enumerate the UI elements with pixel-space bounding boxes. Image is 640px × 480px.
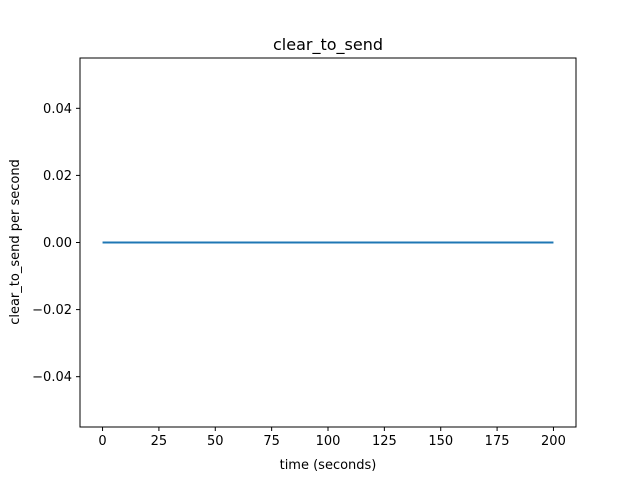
x-tick-label: 75 (263, 434, 280, 449)
x-tick-label: 0 (98, 434, 106, 449)
x-tick-label: 125 (372, 434, 397, 449)
x-axis-label: time (seconds) (280, 458, 377, 473)
y-tick-label: 0.00 (43, 236, 72, 251)
x-tick-label: 50 (207, 434, 224, 449)
x-tick-label: 25 (151, 434, 168, 449)
y-axis-ticks: 0.04 0.02 0.00 −0.02 −0.04 (32, 102, 80, 385)
x-tick-label: 100 (316, 434, 341, 449)
y-tick-label: 0.04 (43, 102, 72, 117)
y-tick-label: 0.02 (43, 169, 72, 184)
y-axis-label: clear_to_send per second (8, 159, 23, 325)
x-tick-label: 150 (428, 434, 453, 449)
y-tick-label: −0.04 (32, 370, 72, 385)
x-tick-label: 175 (485, 434, 510, 449)
x-axis-ticks: 0 25 50 75 100 125 150 175 200 (98, 427, 566, 449)
x-tick-label: 200 (541, 434, 566, 449)
y-tick-label: −0.02 (32, 303, 72, 318)
chart-title: clear_to_send (273, 35, 383, 55)
